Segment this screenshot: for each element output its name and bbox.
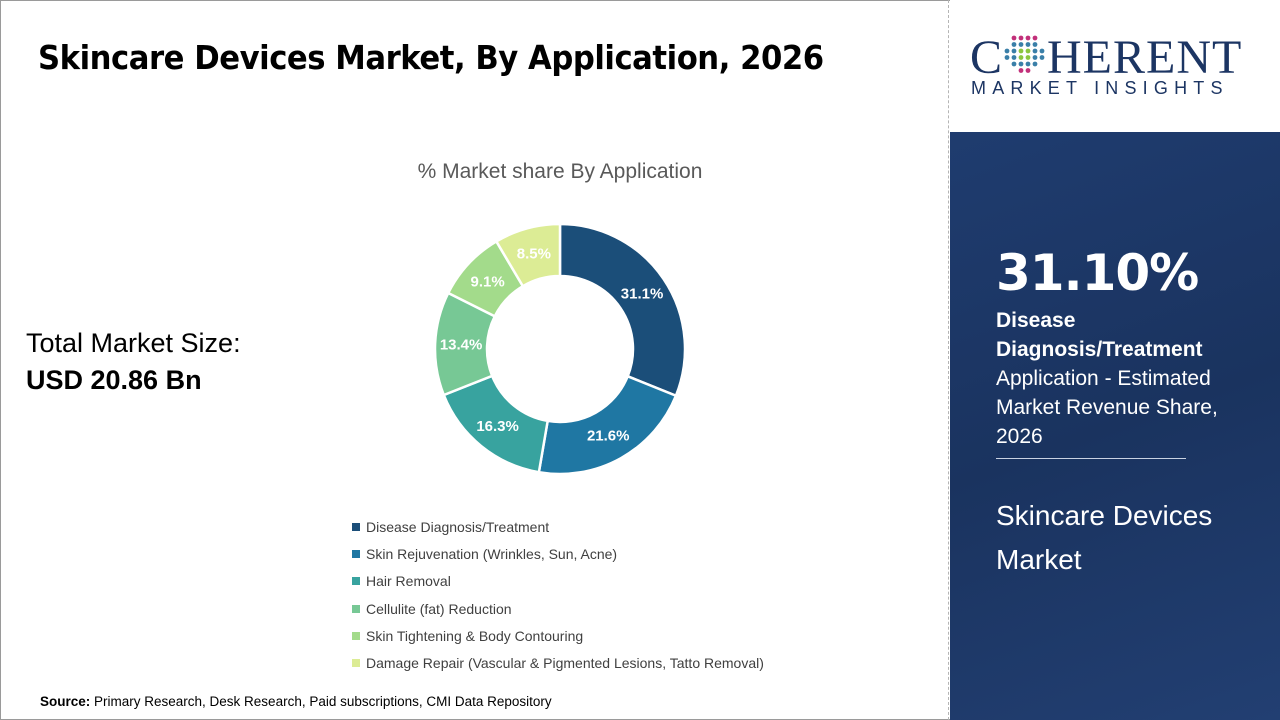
highlight-panel: 31.10% Disease Diagnosis/Treatment Appli… xyxy=(950,132,1280,720)
panel-divider xyxy=(996,458,1186,459)
legend-swatch xyxy=(352,549,360,558)
highlight-text: Application - Estimated Market Revenue S… xyxy=(996,367,1218,448)
highlight-percent: 31.10% xyxy=(996,244,1199,302)
legend-label: Skin Rejuvenation (Wrinkles, Sun, Acne) xyxy=(366,545,618,562)
legend-swatch xyxy=(352,631,360,640)
source-text: Primary Research, Desk Research, Paid su… xyxy=(90,694,552,709)
legend-item: Skin Tightening & Body Contouring xyxy=(352,622,764,649)
legend-swatch xyxy=(352,659,360,668)
data-label: 8.5% xyxy=(517,246,551,263)
data-label: 16.3% xyxy=(476,418,519,435)
chart-title: % Market share By Application xyxy=(417,160,703,183)
legend-item: Hair Removal xyxy=(352,568,764,595)
source-note: Source: Primary Research, Desk Research,… xyxy=(40,694,552,709)
legend-label: Disease Diagnosis/Treatment xyxy=(366,518,550,535)
data-label: 13.4% xyxy=(440,337,483,354)
legend-swatch xyxy=(352,577,360,586)
legend-label: Hair Removal xyxy=(366,573,451,590)
chart-legend: Disease Diagnosis/Treatment Skin Rejuvena… xyxy=(352,513,764,677)
legend-item: Cellulite (fat) Reduction xyxy=(352,595,764,622)
donut-slice xyxy=(558,222,687,398)
donut-slice xyxy=(537,374,678,476)
total-label: Total Market Size: xyxy=(26,328,241,358)
logo-subtitle: MARKET INSIGHTS xyxy=(971,78,1229,98)
legend-item: Skin Rejuvenation (Wrinkles, Sun, Acne) xyxy=(352,540,764,567)
legend-item: Damage Repair (Vascular & Pigmented Lesi… xyxy=(352,649,764,676)
highlight-segment: Disease Diagnosis/Treatment xyxy=(996,309,1203,361)
source-label: Source: xyxy=(40,694,91,709)
legend-swatch xyxy=(352,604,360,613)
highlight-description: Disease Diagnosis/Treatment Application … xyxy=(996,306,1256,451)
logo: C HERENT MARKET INSIGHTS xyxy=(950,0,1280,132)
legend-label: Cellulite (fat) Reduction xyxy=(366,600,512,617)
data-label: 21.6% xyxy=(587,427,630,444)
legend-item: Disease Diagnosis/Treatment xyxy=(352,513,764,540)
data-label: 9.1% xyxy=(471,273,505,290)
total-value: USD 20.86 Bn xyxy=(26,365,202,395)
globe-icon xyxy=(1004,35,1045,73)
legend-swatch xyxy=(352,522,360,531)
legend-label: Skin Tightening & Body Contouring xyxy=(366,627,584,644)
legend-label: Damage Repair (Vascular & Pigmented Lesi… xyxy=(366,655,764,672)
divider xyxy=(948,0,949,720)
market-name: Skincare Devices Market xyxy=(996,500,1213,575)
logo-wordmark: C HERENT xyxy=(970,31,1243,84)
data-label: 31.1% xyxy=(621,286,664,303)
donut-slice xyxy=(494,222,562,288)
page-title: Skincare Devices Market, By Application,… xyxy=(38,38,824,77)
total-market-size: Total Market Size: USD 20.86 Bn xyxy=(26,325,241,399)
donut-chart: 31.1% 21.6% 16.3% 13.4% 9.1% 8.5% xyxy=(433,222,687,476)
